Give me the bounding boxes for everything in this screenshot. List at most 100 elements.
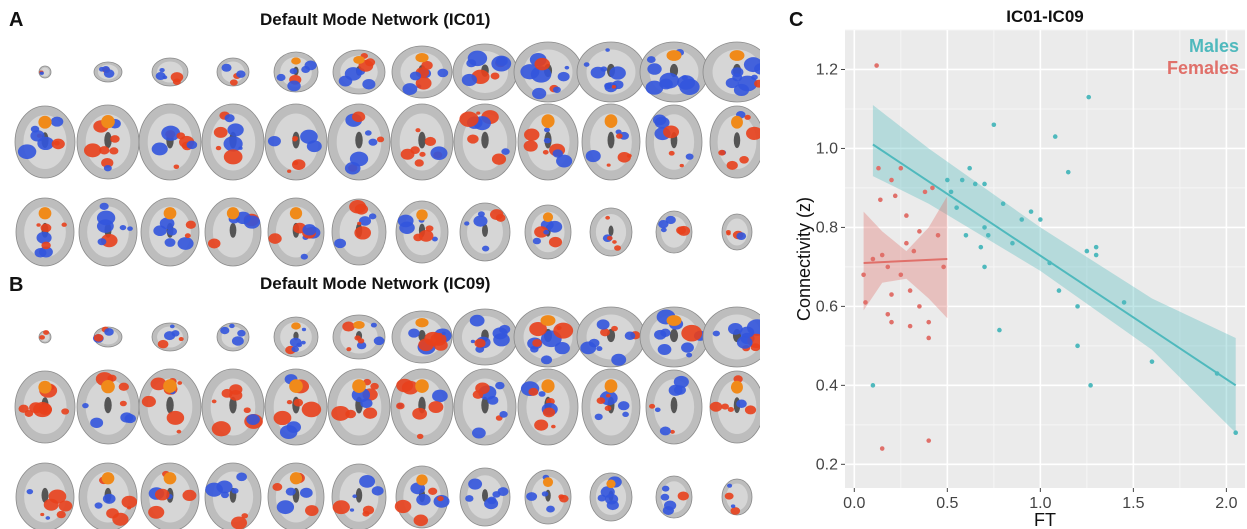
data-point-males xyxy=(985,233,991,238)
data-point-females xyxy=(889,292,894,297)
panel-b-title: Default Mode Network (IC09) xyxy=(260,274,491,293)
data-point-males xyxy=(954,205,959,210)
brain-slice xyxy=(151,322,189,352)
brain-slice xyxy=(140,197,200,267)
data-point-females xyxy=(904,240,909,246)
data-point-females xyxy=(922,189,928,195)
data-point-females xyxy=(879,446,885,451)
brain-slice xyxy=(702,41,760,103)
y-tick-label: 1.0 xyxy=(816,140,838,157)
y-tick-label: 1.2 xyxy=(816,61,838,78)
brain-slice xyxy=(390,103,454,181)
panel-c-letter: C xyxy=(789,9,804,31)
panel-a-letter: A xyxy=(9,9,24,31)
data-point-males xyxy=(1000,201,1006,207)
brain-slice xyxy=(332,49,386,95)
data-point-females xyxy=(917,304,922,309)
brain-slice xyxy=(327,103,391,181)
data-point-males xyxy=(982,181,987,187)
data-point-males xyxy=(1028,209,1034,214)
x-tick-label: 1.0 xyxy=(1029,495,1051,512)
data-point-females xyxy=(926,438,932,443)
data-point-females xyxy=(907,288,913,293)
data-point-females xyxy=(941,264,946,270)
x-tick-label: 1.5 xyxy=(1122,495,1144,512)
confidence-band-males xyxy=(872,105,1236,433)
brain-slice xyxy=(92,326,123,348)
data-point-males xyxy=(1121,300,1127,305)
brain-slice xyxy=(327,368,391,446)
brain-slice xyxy=(459,202,511,262)
data-point-females xyxy=(885,264,891,270)
data-point-males xyxy=(1065,169,1071,175)
brain-slice xyxy=(390,368,454,446)
brain-slice xyxy=(38,65,52,79)
brain-slice xyxy=(655,475,693,519)
brain-slice xyxy=(709,105,760,179)
data-point-males xyxy=(1149,359,1155,364)
data-point-males xyxy=(972,181,978,187)
x-tick-label: 2.0 xyxy=(1215,495,1237,512)
data-point-females xyxy=(917,229,922,234)
brain-slice xyxy=(204,197,262,267)
data-point-females xyxy=(889,319,894,325)
brain-slice xyxy=(639,306,709,368)
fit-line-females xyxy=(863,258,948,264)
data-point-males xyxy=(1233,430,1238,436)
brain-slice xyxy=(721,478,753,516)
data-point-females xyxy=(907,323,913,329)
data-point-females xyxy=(892,193,898,199)
brain-slice xyxy=(452,308,518,366)
data-point-females xyxy=(911,248,917,254)
data-point-females xyxy=(874,63,879,68)
brain-slice xyxy=(589,207,633,257)
data-point-males xyxy=(1088,383,1093,388)
data-point-males xyxy=(1084,248,1090,254)
data-point-males xyxy=(991,122,997,128)
data-point-females xyxy=(930,185,935,191)
brain-slice xyxy=(453,368,517,446)
brain-slice xyxy=(332,314,386,360)
brain-slice xyxy=(267,462,325,529)
brain-slice xyxy=(395,200,449,264)
brain-slice xyxy=(14,370,76,444)
brain-slice xyxy=(394,465,450,529)
brain-slice xyxy=(576,306,646,368)
brain-slice xyxy=(204,462,262,529)
x-tick-label: 0.5 xyxy=(936,495,958,512)
data-point-males xyxy=(948,189,954,195)
legend-label-males: Males xyxy=(1189,36,1239,56)
data-point-males xyxy=(1093,252,1099,258)
y-axis-label: Connectivity (z) xyxy=(794,197,814,321)
brain-slice xyxy=(581,103,641,181)
brain-slice xyxy=(517,103,579,181)
connectivity-scatter-chart: 0.0 0.5 1.0 1.5 2.0 0.2 0.4 0.6 0.8 1.0 1.2 IC01-IC… xyxy=(794,7,1245,529)
brain-slice xyxy=(78,197,138,267)
brain-slice xyxy=(38,330,52,344)
data-point-females xyxy=(861,272,866,278)
brain-slice xyxy=(15,462,75,529)
brain-slice xyxy=(702,306,760,368)
brain-slice xyxy=(391,45,453,99)
data-point-males xyxy=(1086,94,1092,100)
data-point-males xyxy=(1038,217,1043,222)
x-tick-label: 0.0 xyxy=(843,495,865,512)
data-point-females xyxy=(878,197,883,203)
data-point-males xyxy=(1075,343,1080,349)
data-point-females xyxy=(904,213,909,218)
data-point-males xyxy=(1019,217,1025,222)
brain-slice xyxy=(581,368,641,446)
brain-slice xyxy=(14,105,76,179)
data-point-males xyxy=(1214,371,1220,376)
brain-slice xyxy=(576,41,646,103)
brain-slice xyxy=(138,368,202,446)
brain-slice-montage xyxy=(14,41,760,529)
y-tick-label: 0.2 xyxy=(816,456,838,473)
brain-slice xyxy=(15,197,75,267)
data-point-males xyxy=(1047,260,1052,266)
data-point-females xyxy=(863,300,868,305)
brain-slice xyxy=(273,51,319,93)
brain-slice xyxy=(639,41,709,103)
brain-slice xyxy=(267,197,325,267)
legend-label-females: Females xyxy=(1167,58,1239,78)
